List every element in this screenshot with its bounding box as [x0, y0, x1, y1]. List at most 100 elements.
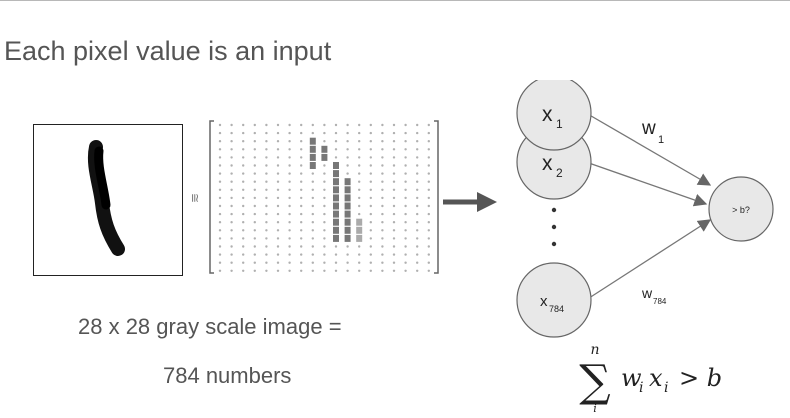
pixel-dot [358, 204, 361, 208]
pixel-dot [369, 196, 372, 200]
pixel-dot [323, 229, 326, 232]
pixel-dot [230, 131, 233, 135]
pixel-dot [358, 261, 361, 264]
pixel-dot [253, 269, 256, 272]
pixel-dot [242, 237, 245, 240]
pixel-dot [288, 172, 291, 175]
active-pixel [333, 194, 339, 202]
pixel-dot [346, 131, 349, 135]
pixel-dot [381, 148, 384, 151]
pixel-dot [218, 164, 222, 167]
pixel-dot [230, 188, 233, 191]
pixel-dot [416, 253, 419, 256]
pixel-dot [427, 269, 430, 272]
pixel-dot [392, 196, 396, 200]
pixel-dot [392, 269, 396, 272]
pixel-dot [311, 212, 314, 216]
pixel-dot [218, 172, 222, 175]
pixel-dot [404, 156, 407, 159]
pixel-dot [369, 156, 372, 159]
pixel-dot [416, 221, 419, 224]
input-node-x784-var: x [540, 293, 548, 310]
input-node-x2-sub: 2 [556, 166, 563, 180]
pixel-dot [288, 237, 291, 240]
pixel-dot [218, 261, 222, 264]
pixel-dot [218, 123, 222, 127]
pixel-dot [358, 245, 361, 248]
pixel-dot [230, 229, 233, 232]
pixel-dot [300, 196, 303, 200]
pixel-dot [230, 156, 233, 159]
pixel-dot [253, 253, 256, 256]
pixel-dot [427, 221, 430, 224]
active-pixel [344, 218, 351, 226]
pixel-dot [311, 188, 314, 191]
pixel-dot [288, 229, 291, 232]
edge-x1 [585, 112, 712, 186]
pixel-dot [265, 148, 268, 151]
pixel-dot [265, 188, 268, 191]
pixel-dot [265, 204, 268, 208]
pixel-dot [381, 237, 384, 240]
pixel-dot [369, 253, 372, 256]
pixel-dot [218, 229, 222, 232]
pixel-dot [416, 180, 419, 183]
output-node [708, 176, 774, 242]
pixel-dot [392, 237, 396, 240]
pixel-dot [346, 156, 349, 159]
pixel-dot [323, 196, 326, 200]
pixel-dot [300, 172, 303, 175]
pixel-dot [300, 221, 303, 224]
pixel-dot [358, 188, 361, 191]
pixel-dot [300, 261, 303, 264]
pixel-dot [288, 140, 291, 143]
active-pixel [344, 226, 351, 234]
digit-image [33, 124, 183, 276]
pixel-dot [276, 180, 280, 183]
formula-w: w [621, 364, 642, 392]
pixel-dot [242, 212, 245, 216]
pixel-dot [416, 237, 419, 240]
pixel-dot [230, 212, 233, 216]
active-pixel [356, 234, 363, 242]
pixel-dot [334, 148, 338, 151]
pixel-dot [288, 123, 291, 127]
pixel-dot [381, 212, 384, 216]
pixel-dot [253, 221, 256, 224]
pixel-dot [404, 269, 407, 272]
ellipsis-dot [551, 207, 557, 213]
sum-lower-limit: i [593, 402, 597, 413]
pixel-dot [369, 261, 372, 264]
pixel-dot [369, 131, 372, 135]
pixel-dot [276, 140, 280, 143]
pixel-dot [392, 253, 396, 256]
pixel-dot [300, 253, 303, 256]
pixel-dot [416, 140, 419, 143]
pixel-dot [288, 221, 291, 224]
pixel-dot [218, 212, 222, 216]
pixel-dot [392, 221, 396, 224]
pixel-dot [427, 261, 430, 264]
pixel-dot [276, 229, 280, 232]
active-pixel [333, 186, 339, 194]
active-pixel [309, 137, 316, 145]
pixel-dot [276, 148, 280, 151]
pixel-dot [311, 172, 314, 175]
pixel-dot [404, 212, 407, 216]
pixel-dot [392, 245, 396, 248]
pixel-dot [381, 269, 384, 272]
active-pixel [333, 234, 339, 242]
pixel-dot [253, 196, 256, 200]
pixel-dot [416, 196, 419, 200]
pixel-dot [381, 253, 384, 256]
edge-x784 [585, 219, 712, 301]
active-pixel [333, 226, 339, 234]
pixel-dot [323, 188, 326, 191]
pixel-dot [369, 212, 372, 216]
sigma-symbol: ∑ [579, 356, 610, 407]
pixel-dot [265, 140, 268, 143]
pixel-dot [218, 269, 222, 272]
pixel-dot [369, 123, 372, 127]
pixel-dot [381, 188, 384, 191]
pixel-dot [369, 180, 372, 183]
